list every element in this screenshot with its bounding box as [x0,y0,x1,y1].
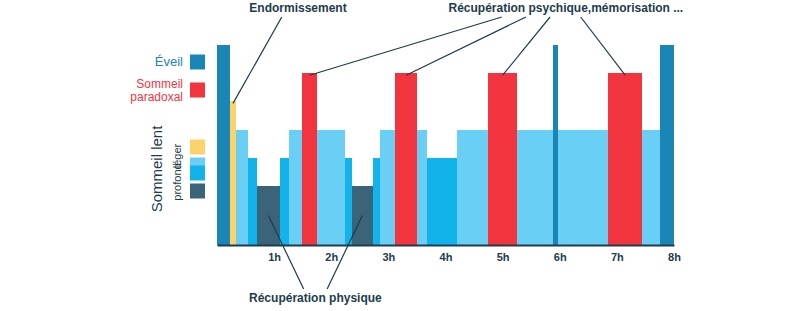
stage-bar [373,158,380,245]
stage-bar [395,73,417,245]
tick-label: 5h [497,251,510,263]
tick: 2h [325,245,338,263]
legend-swatch [190,166,205,181]
tick-label: 3h [382,251,395,263]
axis-line [218,245,675,247]
tick-label: 2h [325,251,338,263]
annotation: Endormissement [249,1,346,15]
tick: 8h [668,245,681,263]
annotation-leader [581,17,625,75]
legend-label: Sommeilparadoxal [130,77,183,104]
stage-bar [553,45,558,245]
annotation-leader [233,17,282,103]
annotation-leader [406,17,526,75]
stage-bar [417,130,427,245]
stage-bar [230,101,236,245]
stage-bar [558,130,608,245]
tick: 5h [497,245,510,263]
tick-label: 4h [440,251,453,263]
stage-bar [345,158,352,245]
legend-swatch [190,140,205,155]
annotation-leader [503,17,550,75]
stage-bar [289,130,302,245]
legend-group-label: Sommeil lent [148,125,165,213]
legend: ÉveilSommeilparadoxallégerprofondSommeil… [130,54,205,212]
tick: 6h [554,245,567,263]
tick: 7h [611,245,624,263]
stage-bar [517,130,553,245]
stage-bar [217,45,230,245]
annotation-leader [310,17,502,75]
tick-label: 7h [611,251,624,263]
annotation-leader [268,216,303,290]
legend-label: profond [171,163,183,200]
stage-bar [457,130,488,245]
chart: 1h2h3h4h5h6h7h8hÉveilSommeilparadoxallég… [0,0,804,311]
tick: 4h [440,245,453,263]
stage-bar [380,130,395,245]
annotations: Récupération psychique,mémorisation ... E… [233,1,683,305]
annotation: Récupération physique [249,291,382,305]
stage-bar [317,130,345,245]
stage-bar [257,186,280,245]
legend-swatch [190,184,205,199]
stage-bar [248,158,257,245]
stage-bar [608,73,642,245]
bars [217,45,674,245]
legend-label: Éveil [155,54,183,69]
tick-label: 1h [268,251,281,263]
annotation-leader [327,216,362,290]
stage-bar [488,73,517,245]
stage-bar [642,130,660,245]
legend-swatch [190,83,205,98]
legend-swatch [190,55,205,70]
stage-bar [302,73,317,245]
stage-bar [427,158,457,245]
tick: 1h [268,245,281,263]
tick-label: 6h [554,251,567,263]
tick-label: 8h [668,251,681,263]
stage-bar [236,130,248,245]
tick: 3h [382,245,395,263]
stage-bar [660,45,674,245]
stage-bar [280,158,289,245]
annotation: Récupération psychique,mémorisation ... [448,1,683,15]
chart-container: 1h2h3h4h5h6h7h8hÉveilSommeilparadoxallég… [0,0,804,311]
